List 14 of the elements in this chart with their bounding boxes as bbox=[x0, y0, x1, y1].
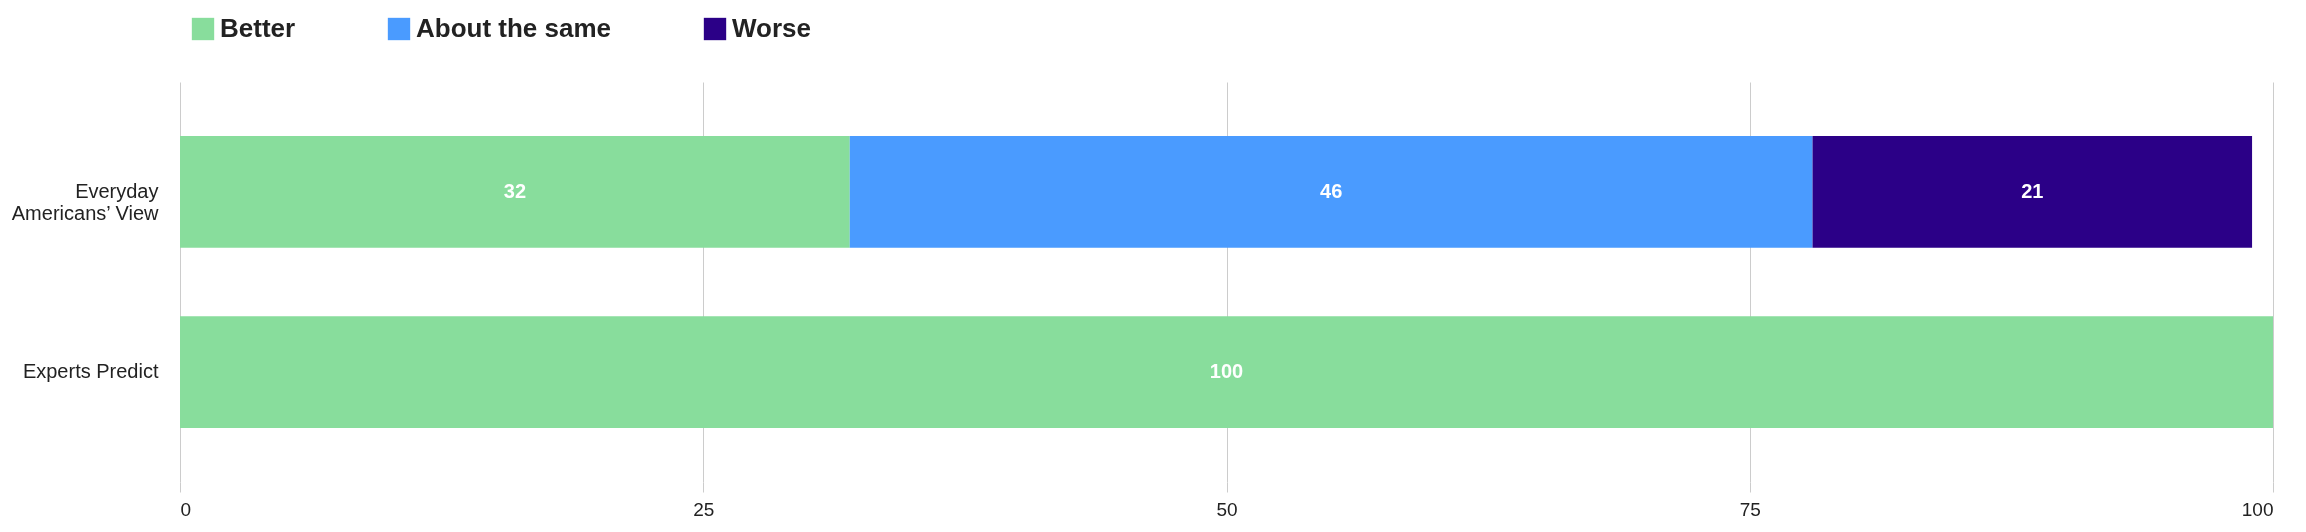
data-label: 100 bbox=[1209, 360, 1244, 383]
x-tick-label: 100 bbox=[2241, 498, 2274, 520]
legend-label: Worse bbox=[732, 13, 811, 43]
x-tick-label: 75 bbox=[1739, 498, 1761, 520]
data-label: 21 bbox=[2021, 179, 2044, 202]
y-tick-label: Experts Predict bbox=[22, 360, 159, 383]
legend-label: About the same bbox=[416, 13, 612, 43]
legend-label: Better bbox=[220, 13, 296, 43]
x-tick-label: 0 bbox=[180, 498, 192, 520]
data-label: 32 bbox=[503, 179, 527, 202]
y-tick-label: Everyday Americans’ View bbox=[11, 179, 160, 224]
x-tick-label: 25 bbox=[693, 498, 715, 520]
x-tick-label: 50 bbox=[1216, 498, 1238, 520]
data-label: 46 bbox=[1320, 179, 1343, 202]
